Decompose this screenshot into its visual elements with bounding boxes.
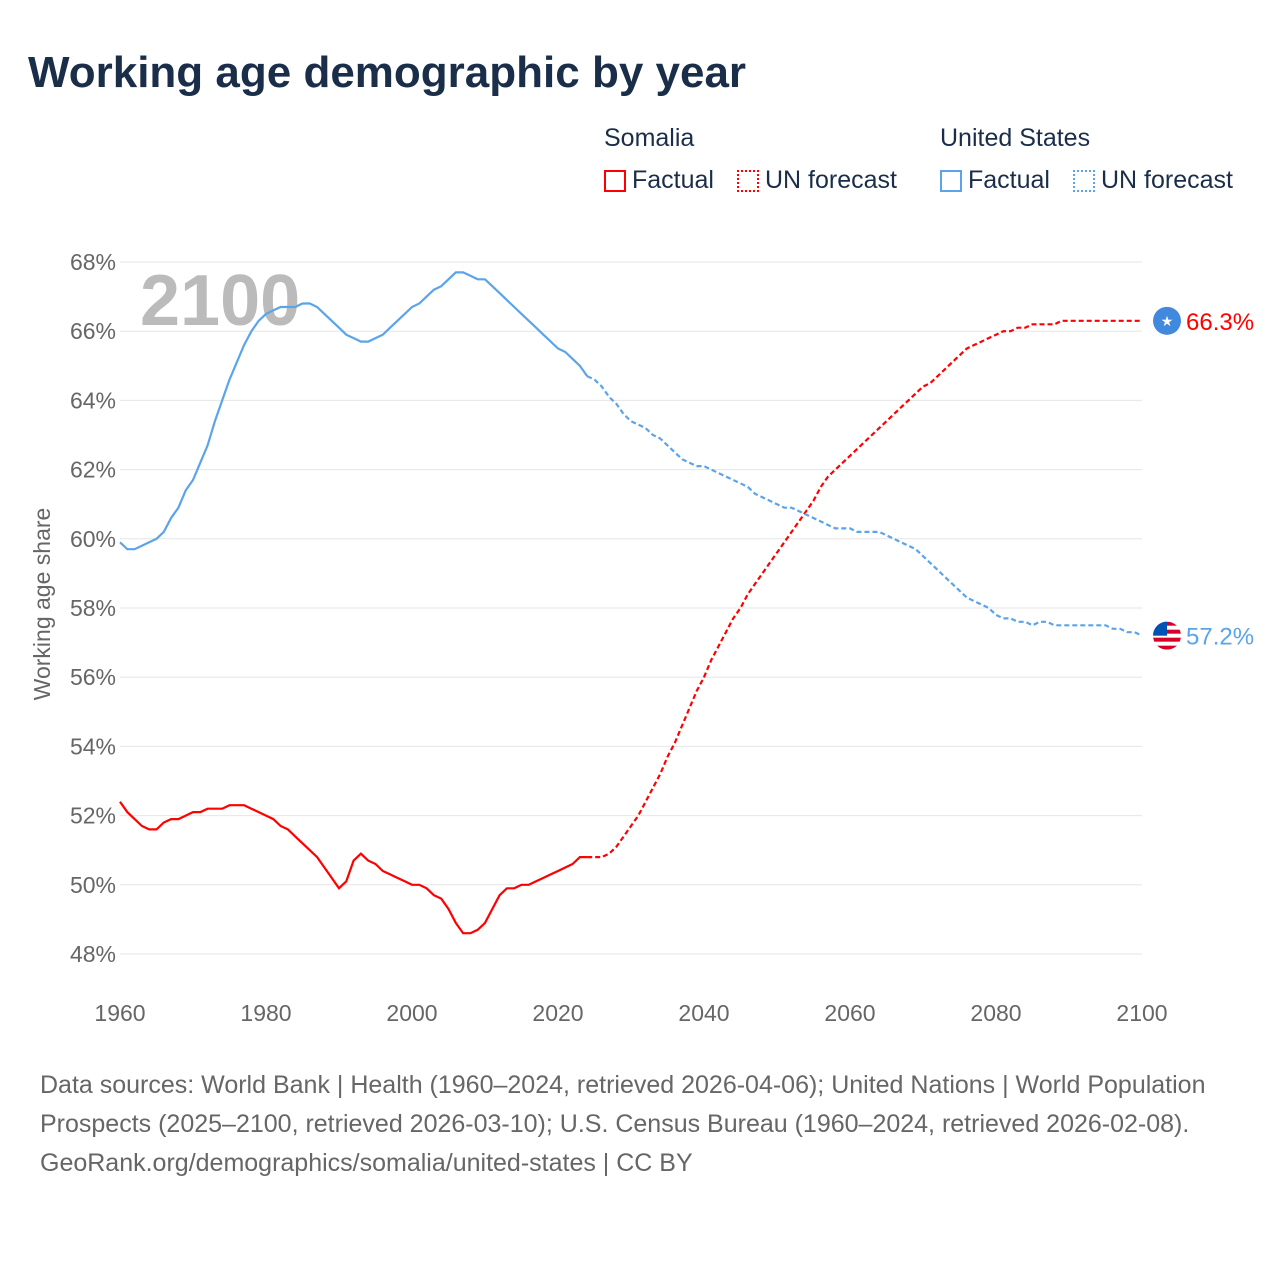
somalia-end-value: 66.3%	[1186, 309, 1254, 336]
united-states-forecast-line	[586, 375, 1143, 637]
x-tick-label: 2020	[532, 1000, 583, 1026]
y-tick-label: 64%	[70, 387, 116, 413]
y-tick-label: 68%	[70, 249, 116, 275]
somalia-forecast-line	[587, 319, 1142, 859]
y-tick-label: 56%	[70, 664, 116, 690]
chart-title: Working age demographic by year	[28, 48, 747, 97]
legend-label: Factual	[632, 166, 714, 194]
legend-somalia-factual[interactable]: Factual	[604, 166, 714, 195]
dotted-swatch-icon	[737, 169, 759, 192]
dotted-swatch-icon	[1073, 169, 1095, 192]
legend-group-us: United States	[940, 124, 1091, 152]
footer: Data sources: World Bank | Health (1960–…	[40, 1066, 1240, 1183]
x-tick-label: 2080	[970, 1000, 1021, 1026]
legend-label: UN forecast	[1101, 166, 1233, 194]
somalia-factual-line	[119, 801, 588, 935]
x-tick-label: 2040	[678, 1000, 729, 1026]
y-tick-label: 50%	[70, 872, 116, 898]
x-tick-label: 2000	[386, 1000, 437, 1026]
x-tick-label: 1980	[240, 1000, 291, 1026]
united-states-end-value: 57.2%	[1186, 624, 1254, 651]
x-tick-label: 2060	[824, 1000, 875, 1026]
y-tick-label: 52%	[70, 803, 116, 829]
legend-us-factual[interactable]: Factual	[940, 166, 1050, 195]
united-states-flag-icon	[1153, 621, 1181, 650]
legend-somalia-forecast[interactable]: UN forecast	[737, 166, 897, 195]
somalia-flag-icon: ★	[1153, 306, 1181, 335]
y-tick-label: 58%	[70, 595, 116, 621]
y-tick-label: 62%	[70, 457, 116, 483]
legend-group-somalia: Somalia	[604, 124, 695, 152]
legend-label: UN forecast	[765, 166, 897, 194]
x-tick-label: 2100	[1116, 1000, 1167, 1026]
y-tick-label: 54%	[70, 733, 116, 759]
y-tick-label: 66%	[70, 318, 116, 344]
solid-swatch-icon	[604, 169, 626, 192]
solid-swatch-icon	[940, 169, 962, 192]
legend-label: Factual	[968, 166, 1050, 194]
y-axis-label: Working age share	[29, 508, 55, 701]
y-tick-label: 48%	[70, 941, 116, 967]
svg-text:★: ★	[1161, 313, 1174, 329]
x-tick-label: 1960	[94, 1000, 145, 1026]
credit-link[interactable]: GeoRank.org/demographics/somalia/united-…	[40, 1149, 693, 1177]
united-states-factual-line	[119, 271, 589, 551]
y-tick-label: 60%	[70, 526, 116, 552]
data-sources: Data sources: World Bank | Health (1960–…	[40, 1071, 1206, 1138]
legend-us-forecast[interactable]: UN forecast	[1073, 166, 1233, 195]
year-watermark: 2100	[140, 261, 300, 341]
